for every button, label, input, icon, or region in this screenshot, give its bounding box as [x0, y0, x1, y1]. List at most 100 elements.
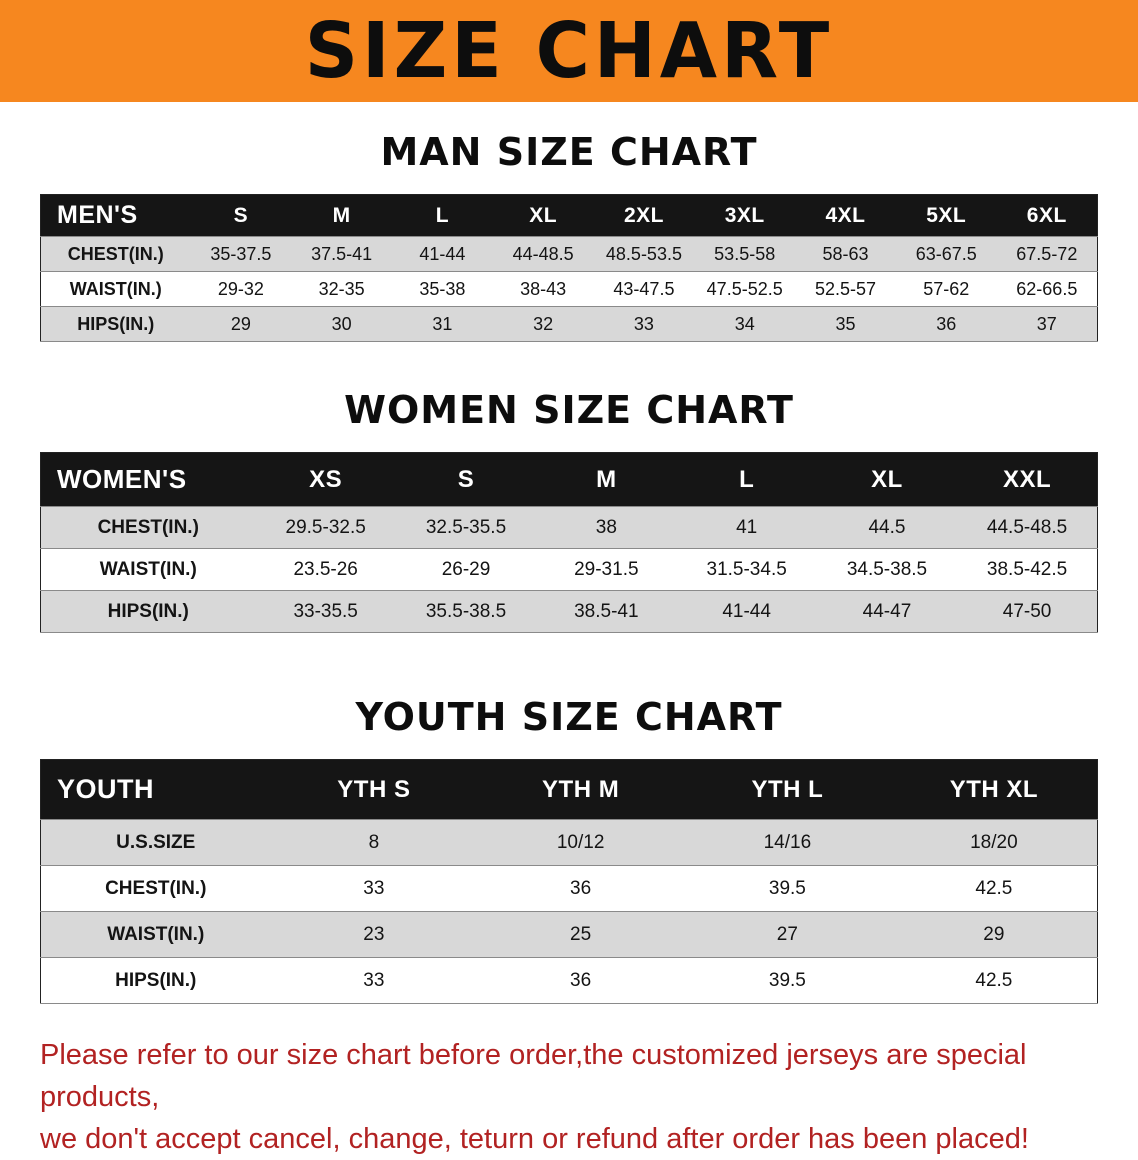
table-cell: 41: [676, 506, 817, 549]
column-header: 2XL: [593, 194, 695, 237]
table-cell: 10/12: [477, 819, 684, 866]
men-size-table-container: MEN'S S M L XL 2XL 3XL 4XL 5XL 6XL CHEST(IN.) 35-37…: [0, 194, 1138, 342]
table-cell: 44.5: [816, 506, 958, 549]
table-row: WAIST(IN.) 23.5-26 26-29 29-31.5 31.5-34.5 34…: [40, 548, 1098, 591]
table-cell: 27: [684, 911, 891, 958]
notice-line-2: we don't accept cancel, change, teturn o…: [40, 1123, 1029, 1156]
table-cell: 36: [477, 865, 684, 912]
table-cell: 39.5: [684, 957, 891, 1004]
table-cell: 37.5-41: [291, 236, 393, 272]
table-cell: 44-48.5: [492, 236, 594, 272]
table-cell: 42.5: [890, 957, 1098, 1004]
table-cell: 33-35.5: [255, 590, 396, 633]
table-cell: 23: [270, 911, 478, 958]
header-row: YOUTH YTH S YTH M YTH L YTH XL: [40, 759, 1098, 820]
table-cell: 41-44: [676, 590, 817, 633]
header-row: WOMEN'S XS S M L XL XXL: [40, 452, 1098, 507]
table-cell: 32-35: [291, 271, 393, 307]
table-cell: 63-67.5: [895, 236, 997, 272]
table-row: HIPS(IN.) 33 36 39.5 42.5: [40, 957, 1098, 1004]
size-table: MEN'S S M L XL 2XL 3XL 4XL 5XL 6XL CHEST(IN.) 35-37…: [40, 194, 1098, 342]
column-header: S: [395, 452, 537, 507]
table-cell: 29-31.5: [536, 548, 677, 591]
table-cell: 32: [492, 306, 594, 342]
banner: SIZE CHART: [0, 0, 1138, 102]
column-header: S: [190, 194, 292, 237]
table-cell: 38.5-42.5: [957, 548, 1098, 591]
table-cell: 57-62: [895, 271, 997, 307]
table-cell: 41-44: [392, 236, 493, 272]
column-header: M: [536, 452, 677, 507]
column-header: XL: [492, 194, 594, 237]
table-cell: 33: [593, 306, 695, 342]
table-cell: 29: [190, 306, 292, 342]
table-cell: 52.5-57: [795, 271, 896, 307]
table-cell: 44.5-48.5: [957, 506, 1098, 549]
table-row: HIPS(IN.) 33-35.5 35.5-38.5 38.5-41 41-44 44-…: [40, 590, 1098, 633]
table-cell: 14/16: [684, 819, 891, 866]
column-header: 5XL: [895, 194, 997, 237]
table-cell: 34.5-38.5: [816, 548, 958, 591]
column-header: XL: [816, 452, 958, 507]
column-header: L: [676, 452, 817, 507]
table-row: CHEST(IN.) 29.5-32.5 32.5-35.5 38 41 44.5 44.5…: [40, 506, 1098, 549]
row-label: CHEST(IN.): [40, 506, 256, 549]
women-size-table-container: WOMEN'S XS S M L XL XXL CHEST(IN.) 29.5-32.5 32.5…: [0, 452, 1138, 633]
table-cell: 39.5: [684, 865, 891, 912]
table-cell: 35: [795, 306, 896, 342]
row-label: WAIST(IN.): [40, 548, 256, 591]
men-section-heading: MAN SIZE CHART: [380, 130, 758, 174]
notice-line-1: Please refer to our size chart before or…: [40, 1039, 1027, 1114]
table-cell: 18/20: [890, 819, 1098, 866]
table-cell: 31: [392, 306, 493, 342]
table-cell: 62-66.5: [996, 271, 1098, 307]
table-cell: 29: [890, 911, 1098, 958]
table-row: U.S.SIZE 8 10/12 14/16 18/20: [40, 819, 1098, 866]
row-label: CHEST(IN.): [40, 236, 191, 272]
page-title: SIZE CHART: [304, 6, 834, 96]
table-cell: 31.5-34.5: [676, 548, 817, 591]
size-table: WOMEN'S XS S M L XL XXL CHEST(IN.) 29.5-32.5 32.5…: [40, 452, 1098, 633]
table-cell: 48.5-53.5: [593, 236, 695, 272]
table-cell: 25: [477, 911, 684, 958]
column-header: 4XL: [795, 194, 896, 237]
table-cell: 33: [270, 865, 478, 912]
table-cell: 38: [536, 506, 677, 549]
women-section-heading: WOMEN SIZE CHART: [344, 388, 794, 432]
table-cell: 30: [291, 306, 393, 342]
table-cell: 38.5-41: [536, 590, 677, 633]
table-cell: 26-29: [395, 548, 537, 591]
table-cell: 38-43: [492, 271, 594, 307]
table-cell: 34: [694, 306, 796, 342]
row-label: HIPS(IN.): [40, 306, 191, 342]
table-cell: 43-47.5: [593, 271, 695, 307]
table-row: WAIST(IN.) 23 25 27 29: [40, 911, 1098, 958]
size-table: YOUTH YTH S YTH M YTH L YTH XL U.S.SIZE 8 10/12…: [40, 759, 1098, 1004]
table-title-cell: MEN'S: [40, 194, 191, 237]
column-header: YTH M: [477, 759, 684, 820]
column-header: XXL: [957, 452, 1098, 507]
table-title-cell: YOUTH: [40, 759, 271, 820]
table-cell: 53.5-58: [694, 236, 796, 272]
column-header: XS: [255, 452, 396, 507]
table-title-cell: WOMEN'S: [40, 452, 256, 507]
table-row: CHEST(IN.) 33 36 39.5 42.5: [40, 865, 1098, 912]
table-cell: 47.5-52.5: [694, 271, 796, 307]
column-header: YTH S: [270, 759, 478, 820]
table-cell: 67.5-72: [996, 236, 1098, 272]
table-row: CHEST(IN.) 35-37.5 37.5-41 41-44 44-48.5 48.5…: [40, 236, 1098, 272]
youth-size-table-container: YOUTH YTH S YTH M YTH L YTH XL U.S.SIZE 8 10/12…: [0, 759, 1138, 1004]
table-cell: 29.5-32.5: [255, 506, 396, 549]
table-cell: 42.5: [890, 865, 1098, 912]
table-cell: 36: [477, 957, 684, 1004]
youth-section-heading: YOUTH SIZE CHART: [355, 695, 783, 739]
table-cell: 32.5-35.5: [395, 506, 537, 549]
header-row: MEN'S S M L XL 2XL 3XL 4XL 5XL 6XL: [40, 194, 1098, 237]
row-label: U.S.SIZE: [40, 819, 271, 866]
table-cell: 44-47: [816, 590, 958, 633]
table-row: HIPS(IN.) 29 30 31 32 33 34 35 36 37: [40, 306, 1098, 342]
row-label: HIPS(IN.): [40, 590, 256, 633]
table-cell: 47-50: [957, 590, 1098, 633]
table-cell: 29-32: [190, 271, 292, 307]
